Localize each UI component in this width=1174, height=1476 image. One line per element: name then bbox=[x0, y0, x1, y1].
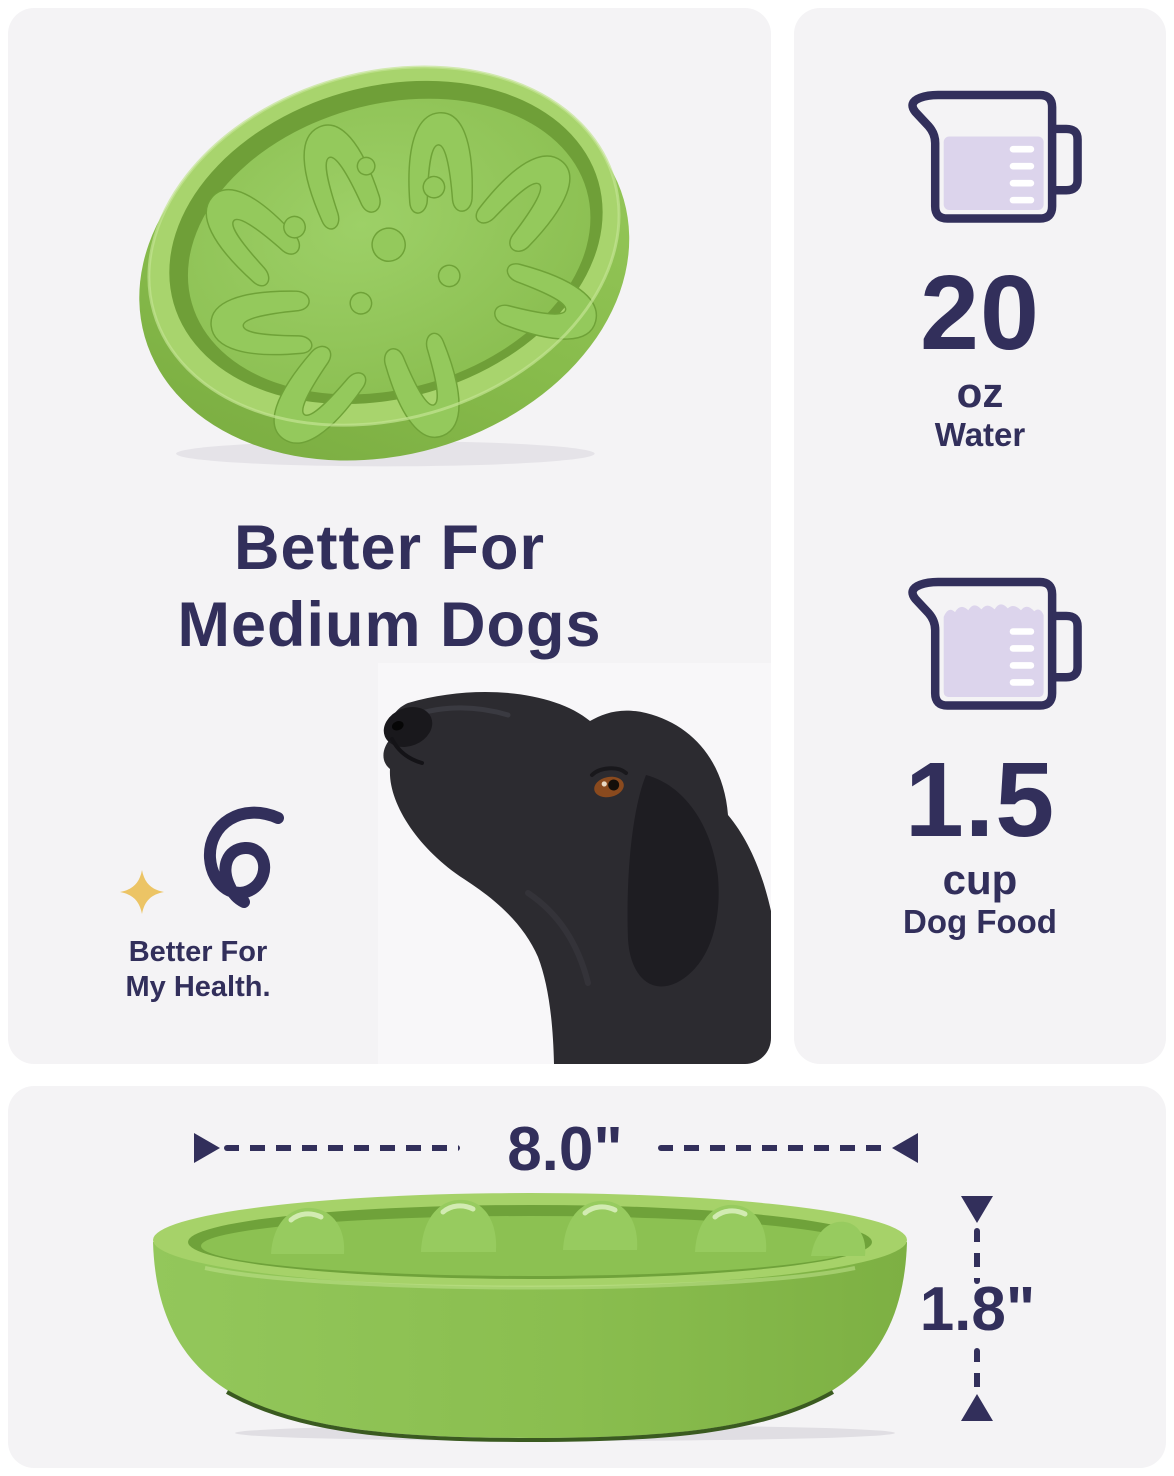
caption-line-2: My Health. bbox=[125, 971, 271, 1003]
slow-feeder-bowl-side-image bbox=[153, 1193, 907, 1442]
height-dimension-label: 1.8" bbox=[919, 1275, 1036, 1344]
dimension-dash-top bbox=[974, 1228, 980, 1284]
sparkle-icon bbox=[120, 870, 164, 914]
title-line-1: Better For bbox=[233, 513, 546, 584]
width-dimension-label: 8.0" bbox=[507, 1115, 623, 1184]
black-labrador-image bbox=[383, 691, 771, 1064]
caption-line-1: Better For bbox=[128, 936, 268, 968]
bottom-panel: 8.0" bbox=[8, 1086, 1166, 1468]
food-amount-label: Dog Food bbox=[903, 903, 1057, 940]
page-title: Better For Medium Dogs bbox=[8, 510, 771, 664]
right-panel: 20 oz Water 1.5 cup Dog Food bbox=[794, 8, 1166, 1064]
dimension-arrow-top-icon bbox=[961, 1196, 993, 1223]
dimension-dash-right bbox=[658, 1145, 890, 1151]
water-amount-unit: oz bbox=[956, 369, 1004, 416]
water-amount-value: 20 bbox=[920, 254, 1040, 372]
dimension-arrow-right-icon bbox=[892, 1133, 918, 1163]
dog-photo bbox=[378, 663, 771, 1064]
caption: Better For My Health. bbox=[28, 935, 368, 1005]
left-panel: Better For Medium Dogs bbox=[8, 8, 771, 1064]
food-amount-unit: cup bbox=[942, 856, 1018, 903]
water-amount-label: Water bbox=[934, 416, 1026, 453]
dimension-dash-bottom bbox=[974, 1348, 980, 1392]
measuring-cup-water-icon bbox=[908, 90, 1082, 223]
food-capacity-spec: 1.5 cup Dog Food bbox=[794, 573, 1166, 941]
measuring-cup-food-icon bbox=[908, 577, 1082, 710]
dimension-dash-left bbox=[224, 1145, 460, 1151]
title-line-2: Medium Dogs bbox=[177, 590, 602, 661]
food-amount-value: 1.5 bbox=[904, 741, 1056, 859]
dimension-arrow-left-icon bbox=[194, 1133, 220, 1163]
water-capacity-spec: 20 oz Water bbox=[794, 86, 1166, 454]
slow-feeder-bowl-top-image bbox=[139, 65, 630, 467]
dimension-arrow-bottom-icon bbox=[961, 1394, 993, 1421]
squiggle-doodle-icon bbox=[203, 806, 284, 908]
